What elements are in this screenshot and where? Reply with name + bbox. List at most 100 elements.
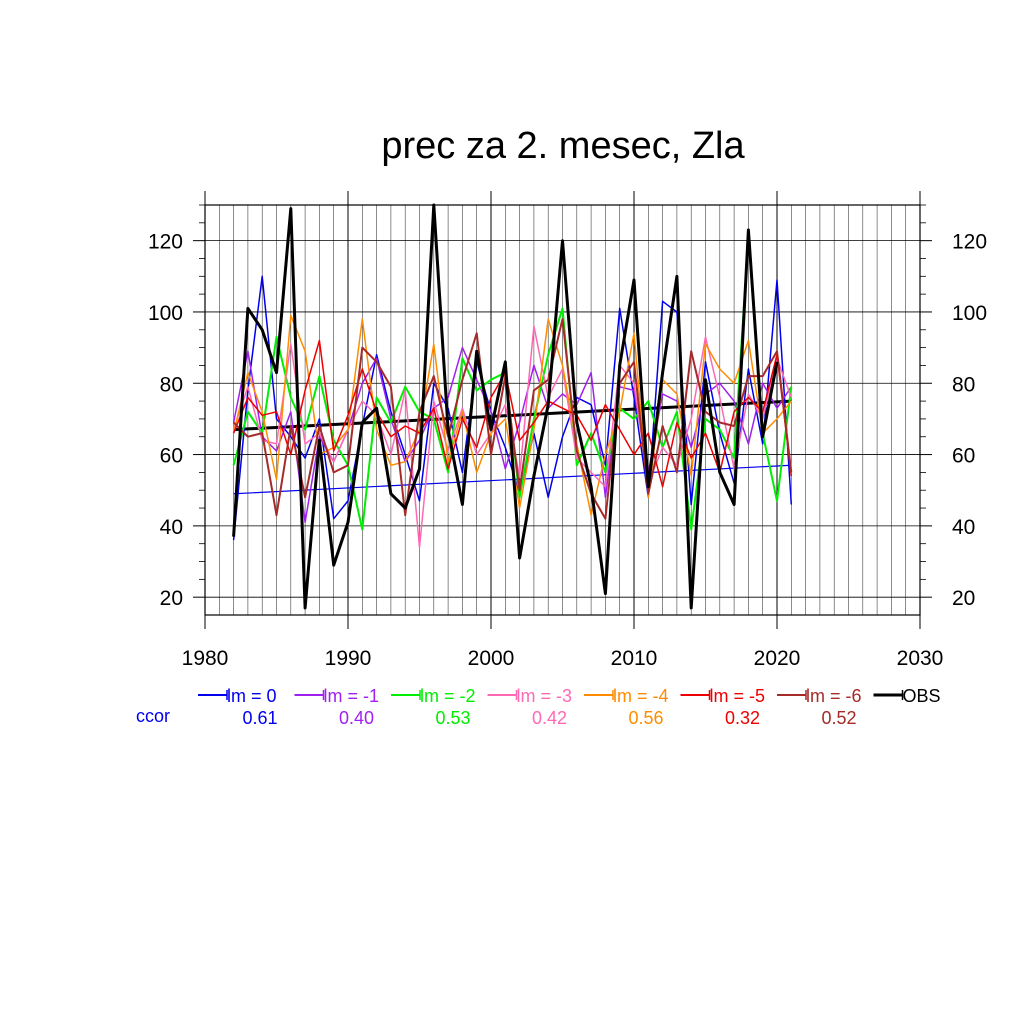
data-point (633, 418, 635, 420)
data-point (776, 279, 778, 281)
data-point (276, 336, 278, 338)
data-point (462, 407, 464, 409)
data-point (790, 397, 792, 399)
y-tick-label-left: 60 (160, 445, 183, 468)
legend-item: lm = -50.32 (680, 686, 766, 728)
data-point (719, 471, 721, 473)
series-6 (232, 318, 793, 520)
data-point (705, 361, 707, 363)
data-point (690, 350, 692, 352)
data-point (276, 479, 278, 481)
data-point (476, 379, 478, 381)
data-point (605, 454, 607, 456)
data-point (290, 208, 292, 210)
data-point (647, 496, 649, 498)
legend-label: lm = -3 (517, 686, 573, 706)
data-point (719, 368, 721, 370)
data-point (333, 564, 335, 566)
series-line (232, 339, 793, 488)
data-point (676, 411, 678, 413)
data-point (533, 389, 535, 391)
data-point (490, 429, 492, 431)
y-tick-label-right: 80 (952, 373, 975, 396)
data-point (748, 229, 750, 231)
data-point (533, 429, 535, 431)
data-point (247, 307, 249, 309)
data-point (605, 471, 607, 473)
data-point (304, 607, 306, 609)
data-point (619, 411, 621, 413)
data-point (719, 382, 721, 384)
data-point (319, 418, 321, 420)
data-point (361, 382, 363, 384)
data-point (590, 404, 592, 406)
data-point (304, 443, 306, 445)
data-point (733, 457, 735, 459)
data-point (376, 397, 378, 399)
data-point (462, 357, 464, 359)
data-point (419, 411, 421, 413)
data-point (390, 464, 392, 466)
data-point (404, 386, 406, 388)
data-point (390, 411, 392, 413)
data-point (519, 439, 521, 441)
x-tick-label: 2020 (754, 647, 801, 670)
legend-item: lm = -40.56 (584, 686, 669, 728)
data-point (533, 365, 535, 367)
data-point (790, 475, 792, 477)
series-7 (232, 203, 779, 610)
data-point (504, 447, 506, 449)
data-point (361, 400, 363, 402)
data-point (647, 486, 649, 488)
data-point (605, 496, 607, 498)
legend-label: lm = -5 (710, 686, 766, 706)
data-point (647, 432, 649, 434)
data-point (419, 500, 421, 502)
data-point (790, 504, 792, 506)
legend-label: OBS (903, 686, 941, 706)
legend-item: lm = -30.42 (487, 686, 573, 728)
data-point (490, 397, 492, 399)
data-point (361, 318, 363, 320)
data-point (590, 514, 592, 516)
data-series (232, 203, 793, 610)
data-point (719, 429, 721, 431)
data-point (276, 372, 278, 374)
data-point (404, 507, 406, 509)
data-point (519, 489, 521, 491)
legend-ccor-value: 0.52 (821, 708, 856, 728)
data-point (533, 325, 535, 327)
data-point (762, 436, 764, 438)
data-point (504, 418, 506, 420)
data-point (361, 422, 363, 424)
data-point (404, 425, 406, 427)
legend-item: lm = -10.40 (294, 686, 379, 728)
data-point (676, 422, 678, 424)
data-point (690, 475, 692, 477)
legend-label: lm = 0 (227, 686, 277, 706)
data-point (733, 504, 735, 506)
data-point (390, 386, 392, 388)
data-point (233, 464, 235, 466)
data-point (290, 343, 292, 345)
data-point (304, 457, 306, 459)
data-point (304, 389, 306, 391)
legend-label: lm = -6 (806, 686, 862, 706)
data-point (576, 422, 578, 424)
data-point (733, 425, 735, 427)
data-point (690, 607, 692, 609)
data-point (247, 436, 249, 438)
data-point (276, 411, 278, 413)
ccor-label: ccor (136, 706, 170, 726)
data-point (233, 536, 235, 538)
data-point (719, 397, 721, 399)
data-point (790, 386, 792, 388)
data-point (261, 432, 263, 434)
data-point (533, 422, 535, 424)
data-point (490, 454, 492, 456)
legend-item: lm = -60.52 (777, 686, 862, 728)
data-point (562, 436, 564, 438)
data-point (705, 432, 707, 434)
